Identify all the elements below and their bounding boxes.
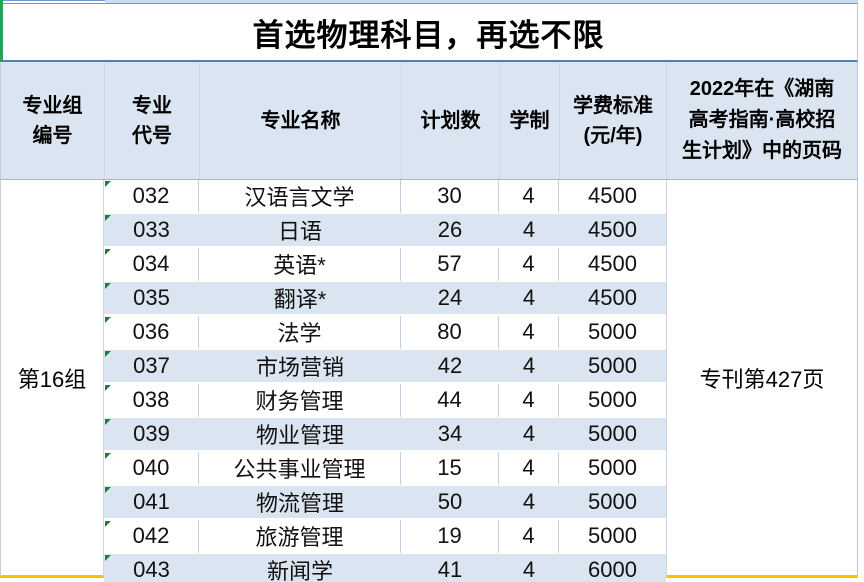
cell-tuition: 4500 <box>559 282 666 316</box>
cell-duration: 4 <box>499 316 559 350</box>
table-header-row: 专业组 编号 专业 代号 专业名称 计划数 学制 学费标准 (元/年) 2022… <box>0 62 858 180</box>
cell-major-code: 037 <box>104 350 199 384</box>
group-number-cell: 第16组 <box>0 180 104 578</box>
cell-plan-count: 26 <box>401 214 499 248</box>
cell-plan-count: 34 <box>401 418 499 452</box>
cell-major-code: 040 <box>104 452 199 486</box>
header-group-number: 专业组 编号 <box>1 62 105 179</box>
cell-duration: 4 <box>499 384 559 418</box>
cell-major-name: 物流管理 <box>199 486 401 520</box>
top-band-right <box>105 0 858 3</box>
cell-tuition: 4500 <box>559 214 666 248</box>
cell-plan-count: 80 <box>401 316 499 350</box>
top-edge-band <box>0 0 858 3</box>
green-triangle-indicator-icon <box>105 351 111 357</box>
cell-major-name: 公共事业管理 <box>199 452 401 486</box>
cell-tuition: 4500 <box>559 248 666 282</box>
cell-duration: 4 <box>499 180 559 214</box>
cell-duration: 4 <box>499 452 559 486</box>
green-triangle-indicator-icon <box>105 181 111 187</box>
header-duration: 学制 <box>500 62 560 179</box>
cell-tuition: 5000 <box>559 418 666 452</box>
green-triangle-indicator-icon <box>105 215 111 221</box>
cell-major-code: 038 <box>104 384 199 418</box>
title-green-edge <box>0 0 3 61</box>
cell-major-name: 财务管理 <box>199 384 401 418</box>
cell-plan-count: 44 <box>401 384 499 418</box>
cell-duration: 4 <box>499 520 559 554</box>
cell-duration: 4 <box>499 486 559 520</box>
cell-tuition: 4500 <box>559 180 666 214</box>
green-triangle-indicator-icon <box>105 419 111 425</box>
cell-major-code: 034 <box>104 248 199 282</box>
cell-tuition: 5000 <box>559 452 666 486</box>
header-page-reference: 2022年在《湖南 高考指南·高校招 生计划》中的页码 <box>682 78 842 162</box>
cell-plan-count: 50 <box>401 486 499 520</box>
cell-major-name: 旅游管理 <box>199 520 401 554</box>
cell-plan-count: 42 <box>401 350 499 384</box>
green-triangle-indicator-icon <box>105 317 111 323</box>
cell-major-name: 新闻学 <box>199 554 401 582</box>
cell-major-name: 法学 <box>199 316 401 350</box>
cell-major-name: 英语* <box>199 248 401 282</box>
header-plan-count: 计划数 <box>402 62 500 179</box>
green-triangle-indicator-icon <box>105 283 111 289</box>
cell-major-name: 翻译* <box>199 282 401 316</box>
green-triangle-indicator-icon <box>105 249 111 255</box>
cell-duration: 4 <box>499 214 559 248</box>
cell-major-code: 032 <box>104 180 199 214</box>
cell-major-code: 035 <box>104 282 199 316</box>
cell-plan-count: 19 <box>401 520 499 554</box>
cell-major-code: 036 <box>104 316 199 350</box>
header-major-name: 专业名称 <box>200 62 402 179</box>
cell-tuition: 5000 <box>559 316 666 350</box>
cell-duration: 4 <box>499 248 559 282</box>
header-tuition: 学费标准 (元/年) <box>560 62 667 179</box>
green-triangle-indicator-icon <box>105 385 111 391</box>
cell-plan-count: 30 <box>401 180 499 214</box>
cell-major-code: 041 <box>104 486 199 520</box>
cell-duration: 4 <box>499 282 559 316</box>
cell-major-code: 039 <box>104 418 199 452</box>
cell-duration: 4 <box>499 350 559 384</box>
table-grid: 专业组 编号 专业 代号 专业名称 计划数 学制 学费标准 (元/年) 2022… <box>0 62 858 582</box>
cell-plan-count: 24 <box>401 282 499 316</box>
cell-major-code: 043 <box>104 554 199 582</box>
table-body: 第16组 032 汉语言文学 30 4 4500 033 日语 26 <box>0 180 858 582</box>
cell-plan-count: 41 <box>401 554 499 582</box>
cell-tuition: 5000 <box>559 520 666 554</box>
cell-plan-count: 15 <box>401 452 499 486</box>
table-title-cell: 首选物理科目，再选不限 <box>0 3 858 62</box>
cell-tuition: 5000 <box>559 384 666 418</box>
data-rows-grid: 032 汉语言文学 30 4 4500 033 日语 26 4 4500 <box>104 180 666 582</box>
page-reference-cell: 专刊第427页 <box>666 180 858 578</box>
cell-tuition: 6000 <box>559 554 666 582</box>
green-triangle-indicator-icon <box>105 555 111 561</box>
cell-major-name: 日语 <box>199 214 401 248</box>
cell-major-name: 物业管理 <box>199 418 401 452</box>
cell-major-name: 市场营销 <box>199 350 401 384</box>
cell-major-name: 汉语言文学 <box>199 180 401 214</box>
green-triangle-indicator-icon <box>105 487 111 493</box>
cell-plan-count: 57 <box>401 248 499 282</box>
top-band-left <box>0 0 105 3</box>
cell-major-code: 042 <box>104 520 199 554</box>
table-title: 首选物理科目，再选不限 <box>252 17 605 53</box>
cell-duration: 4 <box>499 554 559 582</box>
green-triangle-indicator-icon <box>105 521 111 527</box>
green-triangle-indicator-icon <box>105 453 111 459</box>
cell-tuition: 5000 <box>559 486 666 520</box>
header-major-code: 专业 代号 <box>105 62 200 179</box>
cell-duration: 4 <box>499 418 559 452</box>
cell-tuition: 5000 <box>559 350 666 384</box>
cell-major-code: 033 <box>104 214 199 248</box>
